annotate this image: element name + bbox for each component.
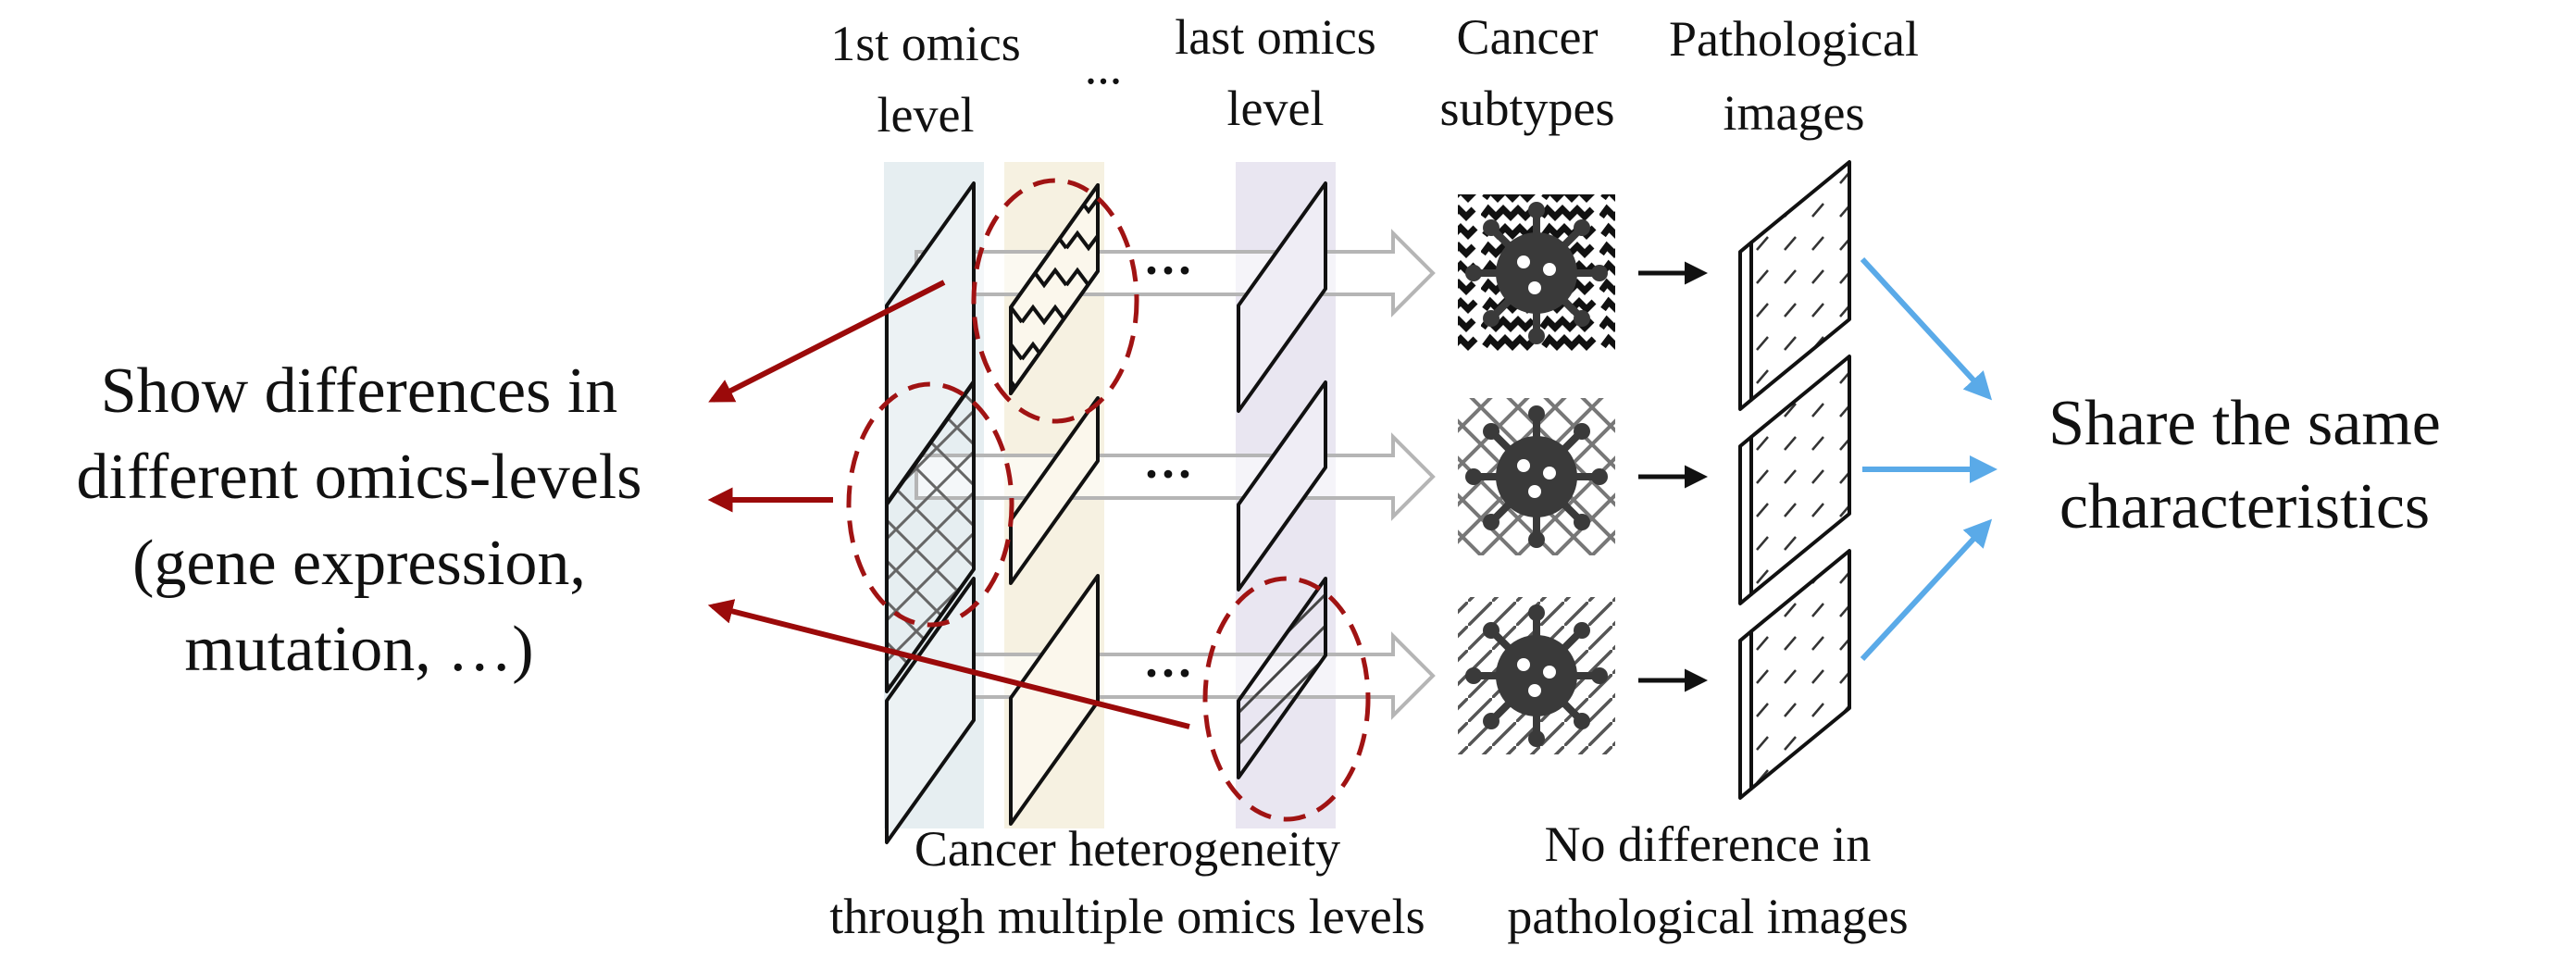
right-note-line2: characteristics bbox=[2060, 471, 2430, 542]
highlight-ellipse-omics2-row1 bbox=[971, 178, 1139, 424]
omics2-row3-panel bbox=[1009, 574, 1100, 826]
subtype-3-virus-icon bbox=[1465, 604, 1608, 747]
omics-last-row2-panel bbox=[1237, 380, 1327, 592]
first-omics-header-line2: level bbox=[877, 87, 975, 143]
no-difference-caption-line2: pathological images bbox=[1507, 889, 1908, 944]
omics2-row1-zigzag bbox=[1009, 183, 1100, 395]
cancer-subtypes-header-line2: subtypes bbox=[1440, 81, 1615, 136]
omics2-row2-panel bbox=[1009, 396, 1100, 585]
highlight-ellipse-omics-last-row3 bbox=[1202, 576, 1371, 822]
red-arrow-top bbox=[708, 280, 946, 403]
last-omics-header-line1: last omics bbox=[1175, 9, 1375, 65]
slide-row2-face bbox=[1749, 355, 1851, 596]
left-note-line3: (gene expression, bbox=[132, 528, 586, 599]
blue-arrow-top bbox=[1860, 256, 1993, 401]
right-note-line1: Share the same bbox=[2048, 388, 2441, 459]
heterogeneity-caption-line2: through multiple omics levels bbox=[829, 889, 1425, 944]
cancer-subtypes-header-line1: Cancer bbox=[1457, 9, 1599, 65]
slide-row1-face bbox=[1749, 160, 1851, 402]
left-note-line4: mutation, …) bbox=[184, 614, 533, 685]
subtype-1-virus-icon bbox=[1465, 202, 1608, 344]
red-arrow-bottom bbox=[707, 599, 1190, 729]
left-note-line1: Show differences in bbox=[101, 355, 618, 427]
slide-row3-face bbox=[1749, 549, 1851, 791]
omics-last-row1-panel bbox=[1237, 181, 1327, 413]
heterogeneity-caption-line1: Cancer heterogeneity bbox=[915, 821, 1340, 877]
highlight-ellipse-omics1-row2 bbox=[846, 381, 1014, 628]
header-ellipsis: ... bbox=[1085, 39, 1123, 94]
omics-last-row3-panel bbox=[1237, 577, 1327, 779]
row1-ellipsis: ··· bbox=[1143, 243, 1193, 298]
omics1-row3-panel bbox=[885, 577, 976, 844]
subtype-2-virus-icon bbox=[1465, 405, 1608, 548]
left-note-line2: different omics-levels bbox=[77, 442, 642, 513]
first-omics-header-line1: 1st omics bbox=[830, 16, 1021, 71]
pathological-images-header-line2: images bbox=[1724, 85, 1865, 141]
row3-ellipsis: ··· bbox=[1143, 645, 1193, 701]
omics1-row2-panel bbox=[885, 380, 976, 693]
last-omics-header-line2: level bbox=[1227, 81, 1325, 136]
pathological-images-header-line1: Pathological bbox=[1669, 11, 1919, 67]
no-difference-caption-line1: No difference in bbox=[1545, 816, 1872, 872]
blue-arrow-bottom bbox=[1860, 518, 1993, 662]
row2-ellipsis: ··· bbox=[1143, 446, 1193, 502]
